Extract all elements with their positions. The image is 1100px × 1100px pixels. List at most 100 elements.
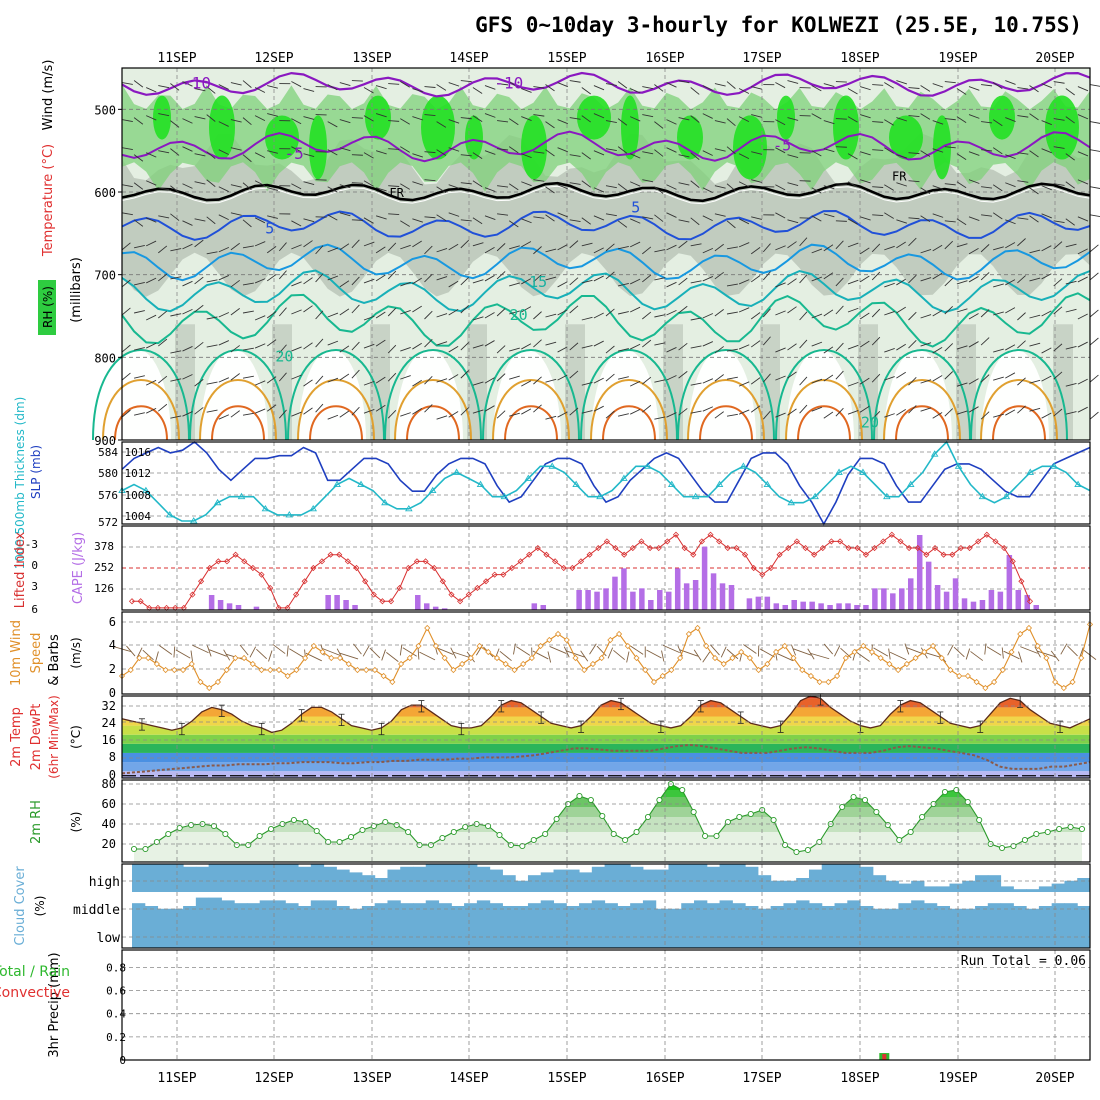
cloud-cell-high (719, 864, 733, 892)
wind-barb (230, 82, 242, 86)
wind-barb (448, 212, 460, 217)
wind-barb (1005, 307, 1016, 314)
warm-isotherm (297, 379, 375, 441)
wind-barb (1017, 340, 1026, 349)
wind-barb (557, 411, 568, 418)
li-tick-label: 0 (31, 559, 38, 572)
rh-marker (850, 793, 857, 801)
wind-speed-marker (275, 666, 283, 674)
wind-speed-marker (162, 666, 169, 674)
wind-barb (182, 374, 193, 380)
cloud-cell-high (860, 866, 874, 892)
thickness-marker (572, 480, 580, 487)
thickness-marker (1002, 492, 1011, 500)
rh-fill-band (134, 807, 1082, 817)
cloud-cell-high (349, 872, 363, 892)
wind-barb (497, 83, 509, 86)
wind-barb (738, 242, 750, 248)
wind-barb (871, 410, 881, 420)
cloud-cell-low (745, 920, 759, 948)
wind-barb (980, 374, 990, 383)
wind-barb (363, 409, 375, 414)
lifted-index-marker (552, 558, 559, 565)
wind-barb (835, 277, 844, 287)
wind-speed-marker (642, 666, 649, 674)
wind-barb (968, 151, 980, 156)
wind-barb (1005, 182, 1016, 188)
wind-speed-marker (607, 636, 614, 644)
wind-barb (787, 241, 797, 249)
cape-bar (925, 561, 932, 610)
wind-barb (412, 305, 422, 313)
wind-barb (884, 82, 894, 89)
wind-barb (787, 306, 797, 314)
wind-barb (835, 118, 847, 120)
wind-barb (714, 374, 724, 382)
rh-high-blob (833, 95, 859, 160)
lifted-index-marker (621, 551, 628, 558)
wind-barb (968, 216, 980, 221)
wind-barb (182, 411, 193, 417)
wind-barb (569, 219, 581, 222)
cloud-cell-high (757, 875, 772, 892)
lifted-index-marker (966, 544, 973, 552)
cloud-cell-high (796, 878, 810, 892)
lifted-index-marker (413, 558, 421, 565)
thickness-marker (978, 492, 987, 500)
cape-bar (325, 595, 331, 610)
cloud-cell-middle (246, 903, 261, 920)
lifted-index-marker (577, 558, 585, 565)
wind-barb (896, 371, 906, 379)
cloud-cell-low (936, 920, 950, 948)
wind-barb (472, 316, 484, 321)
thickness-marker (667, 480, 676, 487)
wind-barb (993, 246, 1004, 251)
cloud-cell-low (604, 920, 618, 948)
wind-barb (947, 644, 954, 656)
wind-barb (908, 405, 917, 414)
warm-isotherm (406, 405, 460, 441)
wind-speed-marker (520, 660, 527, 668)
wind-barb (291, 244, 302, 250)
wind-barb (387, 409, 397, 419)
wind-barb (230, 147, 242, 151)
lifted-index-marker (1001, 544, 1008, 552)
pressure-tick-label: 900 (94, 434, 116, 448)
wind-barb (787, 343, 797, 351)
rh-marker (873, 808, 880, 816)
cloud-cell-low (872, 920, 887, 948)
wind-barb (1089, 244, 1099, 253)
wind-speed-marker (659, 672, 666, 680)
wind-barb (932, 213, 944, 218)
wind-barb (859, 247, 870, 255)
wind-speed-marker (633, 654, 640, 662)
wind-barb (1053, 81, 1065, 84)
lifted-index-marker (543, 551, 550, 558)
lifted-index-marker (854, 544, 861, 552)
cape-bar (531, 603, 538, 610)
wind-barb (944, 408, 954, 417)
wind-barb (956, 410, 968, 415)
wind-speed-marker (991, 678, 998, 686)
wind-barb (775, 212, 786, 219)
wind-barb (690, 87, 700, 95)
cape-bar (674, 568, 681, 610)
bottom-date-label: 11SEP (157, 1071, 196, 1086)
wind-barb (206, 216, 216, 225)
wind-barb (750, 340, 761, 348)
wind-barb (339, 345, 350, 353)
wind-barb (484, 275, 495, 282)
cloud-cell-high (1026, 889, 1040, 892)
lifted-index-marker (1009, 558, 1016, 565)
wind-barb (448, 308, 459, 316)
wind-speed-marker (345, 660, 352, 668)
wind-barb (981, 84, 993, 87)
wind-barb (1077, 216, 1089, 222)
wind-barb (339, 652, 359, 660)
rh-fill-band (134, 817, 1082, 832)
rh-high-blob (621, 95, 639, 160)
wind-barb (194, 407, 204, 415)
wind-barb (871, 243, 881, 253)
wind-barb (170, 248, 182, 252)
cape-bar (916, 535, 923, 610)
